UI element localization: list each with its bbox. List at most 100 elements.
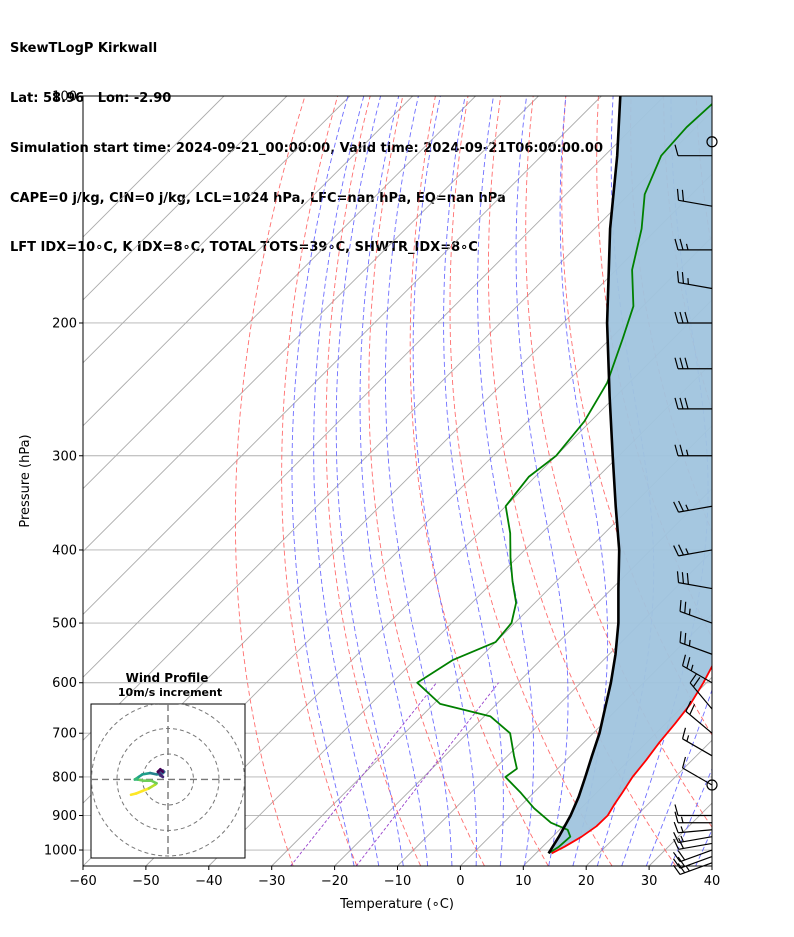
dry-adiabat <box>729 96 794 866</box>
moist-adiabat <box>645 688 712 866</box>
wind-barb-flag <box>674 238 679 251</box>
wind-barb <box>674 238 712 251</box>
wind-barb <box>673 500 713 513</box>
wind-barb-flag <box>679 631 682 643</box>
x-tick-label: 20 <box>578 874 595 889</box>
wind-barb-shaft <box>682 665 713 684</box>
wind-barb-flag <box>674 311 679 324</box>
wind-barb-flag <box>686 657 691 669</box>
moist-adiabat <box>359 96 429 866</box>
wind-barb-half-flag <box>685 243 689 251</box>
y-tick-label: 200 <box>52 316 77 331</box>
wind-barb <box>674 357 712 370</box>
x-tick-label: 30 <box>641 874 658 889</box>
y-tick-label: 100 <box>52 90 77 105</box>
wind-barb-flag <box>673 821 679 833</box>
isotherm-line <box>83 96 225 238</box>
plot-area <box>83 96 794 866</box>
dry-adiabat <box>487 96 677 866</box>
y-tick-label: 600 <box>52 676 77 691</box>
x-tick-label: 0 <box>456 874 464 889</box>
wind-barb-flag <box>674 357 679 369</box>
isotherm-line <box>83 96 351 364</box>
dry-adiabat <box>409 96 549 866</box>
wind-barb <box>674 811 712 824</box>
wind-barb-shaft <box>679 855 713 869</box>
wind-barb-flag <box>676 571 680 583</box>
isotherm-line <box>83 96 476 490</box>
isotherm-line <box>208 362 712 866</box>
wind-barb-shaft <box>678 836 713 844</box>
wind-barb-flag <box>679 311 684 324</box>
moist-adiabat <box>313 96 380 866</box>
dry-adiabat <box>761 96 794 866</box>
wind-barb-flag <box>674 397 679 410</box>
wind-barb <box>674 397 712 410</box>
wind-barb-shaft <box>679 610 713 624</box>
wind-barb <box>679 631 713 655</box>
isotherm-line <box>83 96 602 616</box>
wind-barb <box>685 700 713 734</box>
hodograph-subtitle: 10m/s increment <box>118 686 222 699</box>
x-tick-label: −10 <box>384 874 411 889</box>
wind-barb <box>673 837 713 850</box>
wind-barb <box>681 756 713 786</box>
x-axis-label: Temperature (∘C) <box>339 897 454 912</box>
wind-barb <box>674 144 712 157</box>
hodograph-plot <box>91 704 245 858</box>
wind-barb-flag <box>689 673 698 684</box>
wind-barb <box>689 673 713 710</box>
dry-adiabat <box>368 96 485 866</box>
mixing-ratio-line <box>290 682 437 866</box>
wind-barb-flag <box>679 397 684 410</box>
wind-barb-flag <box>685 700 692 712</box>
dewpoint-profile <box>416 102 712 855</box>
wind-barb-shaft <box>678 842 713 850</box>
moist-adiabat <box>335 96 404 866</box>
wind-barb <box>681 727 713 757</box>
wind-barb-flag <box>678 837 684 849</box>
isotherm-line <box>83 96 539 553</box>
wind-barb-half-flag <box>680 826 684 833</box>
calm-wind-marker <box>706 136 718 148</box>
wind-barb <box>672 849 713 863</box>
wind-barb-flag <box>681 189 685 202</box>
y-tick-label: 400 <box>52 543 77 558</box>
x-tick-label: −30 <box>258 874 285 889</box>
moist-adiabat <box>621 96 709 866</box>
wind-barb-flag <box>679 444 684 456</box>
x-tick-label: 10 <box>515 874 532 889</box>
wind-barb-shaft <box>679 862 713 876</box>
y-tick-label: 500 <box>52 617 77 632</box>
chart-title-block: SkewTLogP Kirkwall Lat: 58.96 Lon: -2.90… <box>10 8 603 274</box>
wind-barb-shaft <box>678 582 713 590</box>
isotherm-line <box>145 299 712 866</box>
wind-barb <box>673 544 713 557</box>
isotherm-line <box>711 865 712 866</box>
moist-adiabat <box>412 96 477 866</box>
wind-barb-flag <box>684 357 689 369</box>
wind-barb-half-flag <box>680 816 684 823</box>
wind-barb-flag <box>678 500 684 512</box>
wind-barb-flag <box>679 599 682 612</box>
axes: −60 −50 −40 −30 −20 −10 0 10 20 30 40 100 200 300 400 5… <box>44 90 720 890</box>
dry-adiabat <box>449 96 613 866</box>
wind-barb-flag <box>672 858 681 869</box>
wind-barb-flag <box>679 238 684 251</box>
y-axis-label: Pressure (hPa) <box>18 434 33 527</box>
wind-barb-shaft <box>678 199 713 207</box>
isotherm-line <box>83 96 665 678</box>
moist-adiabat <box>291 96 355 866</box>
dry-adiabat <box>281 96 358 866</box>
dry-adiabat <box>525 96 712 828</box>
wind-barb-flag <box>673 831 680 843</box>
wind-barb-flag <box>686 572 689 585</box>
wind-barb <box>674 444 712 457</box>
moist-adiabat <box>670 767 712 866</box>
wind-barb-flag <box>674 804 679 816</box>
cin-shading <box>548 96 712 854</box>
wind-barb-half-flag <box>688 608 691 615</box>
wind-barb-flag <box>692 677 701 688</box>
wind-barb-shaft <box>678 549 713 557</box>
x-tick-label: −60 <box>69 874 96 889</box>
